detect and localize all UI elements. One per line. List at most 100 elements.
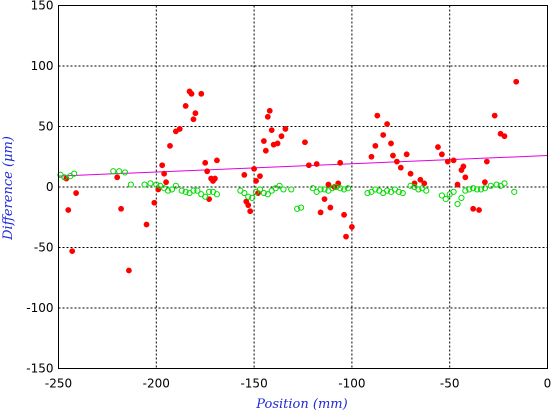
green-data-point bbox=[213, 191, 221, 198]
red-data-point bbox=[476, 207, 482, 213]
green-data-point bbox=[121, 169, 129, 176]
red-data-point bbox=[337, 159, 344, 166]
red-data-point bbox=[151, 199, 158, 206]
red-data-point bbox=[118, 205, 124, 212]
grid-lines bbox=[58, 5, 548, 369]
red-data-point bbox=[241, 171, 248, 178]
red-data-point bbox=[390, 152, 396, 159]
y-tick-label: 50 bbox=[38, 120, 53, 134]
y-tick-label: 100 bbox=[31, 59, 54, 73]
red-data-point bbox=[302, 139, 308, 146]
red-data-point bbox=[501, 133, 508, 140]
fit-line-layer bbox=[58, 155, 548, 177]
red-data-point bbox=[305, 162, 312, 169]
red-data-point bbox=[212, 175, 218, 182]
red-data-point bbox=[317, 209, 324, 216]
red-data-point bbox=[513, 78, 520, 85]
green-data-point bbox=[442, 196, 449, 203]
red-data-point bbox=[470, 205, 477, 212]
red-data-point bbox=[167, 142, 173, 149]
red-data-point bbox=[397, 164, 404, 171]
x-tick-label: 0 bbox=[544, 377, 552, 391]
green-data-point bbox=[172, 182, 179, 189]
red-data-point bbox=[407, 170, 414, 177]
green-data-point bbox=[116, 168, 123, 175]
green-data-point bbox=[317, 186, 324, 193]
x-axis-title: Position (mm) bbox=[255, 397, 347, 412]
red-filled-series bbox=[63, 78, 520, 274]
red-data-point bbox=[257, 173, 263, 180]
green-data-point bbox=[477, 186, 485, 193]
y-tick-label: 0 bbox=[46, 180, 54, 194]
green-data-point bbox=[297, 204, 305, 211]
red-data-point bbox=[438, 151, 445, 158]
red-data-point bbox=[214, 157, 220, 164]
red-data-point bbox=[69, 248, 76, 255]
green-data-point bbox=[280, 186, 287, 193]
red-data-point bbox=[454, 181, 461, 188]
green-data-point bbox=[372, 186, 379, 193]
green-data-point bbox=[450, 188, 457, 195]
green-data-point bbox=[340, 186, 348, 193]
green-data-point bbox=[168, 186, 176, 193]
green-data-point bbox=[260, 189, 267, 197]
green-data-point bbox=[337, 185, 344, 192]
x-tick-labels: -250 -200 -150 -100 -50 0 bbox=[45, 377, 551, 391]
red-data-point bbox=[198, 90, 205, 97]
green-data-point bbox=[182, 188, 189, 195]
red-data-point bbox=[444, 158, 451, 165]
green-data-point bbox=[256, 186, 264, 193]
green-data-point bbox=[384, 187, 391, 194]
red-data-point bbox=[204, 168, 211, 175]
red-data-point bbox=[114, 174, 121, 181]
green-data-point bbox=[344, 185, 352, 192]
red-data-point bbox=[384, 121, 391, 127]
red-data-point bbox=[251, 165, 257, 172]
red-data-point bbox=[143, 221, 150, 228]
green-data-point bbox=[395, 188, 402, 195]
green-data-point bbox=[364, 189, 371, 197]
red-data-point bbox=[343, 233, 349, 240]
red-data-point bbox=[417, 176, 424, 183]
red-data-point bbox=[161, 170, 168, 177]
y-tick-labels: -150 -100 -50 0 50 100 150 bbox=[26, 0, 53, 376]
green-data-point bbox=[190, 187, 197, 194]
green-data-point bbox=[466, 186, 473, 193]
red-data-point bbox=[126, 267, 132, 274]
red-data-point bbox=[268, 127, 275, 134]
red-data-point bbox=[192, 110, 199, 117]
red-data-point bbox=[202, 159, 209, 166]
green-data-point bbox=[141, 181, 148, 188]
green-data-point bbox=[321, 186, 328, 193]
green-data-point bbox=[288, 186, 295, 193]
green-data-point bbox=[501, 180, 508, 187]
plot-frame bbox=[58, 5, 548, 369]
red-data-point bbox=[282, 126, 289, 132]
red-data-point bbox=[341, 211, 347, 218]
green-data-point bbox=[110, 168, 117, 175]
green-data-point bbox=[470, 185, 477, 192]
green-data-point bbox=[249, 194, 256, 201]
green-data-point bbox=[493, 181, 500, 188]
x-tick-label: -50 bbox=[440, 377, 460, 391]
red-data-point bbox=[262, 147, 269, 154]
red-data-point bbox=[403, 151, 410, 158]
red-data-point bbox=[247, 208, 254, 215]
red-data-point bbox=[380, 132, 387, 138]
red-data-point bbox=[483, 158, 490, 165]
red-data-point bbox=[65, 207, 72, 213]
red-data-point bbox=[321, 196, 328, 202]
green-data-point bbox=[71, 170, 78, 177]
green-data-point bbox=[309, 185, 316, 192]
green-data-point bbox=[458, 194, 465, 201]
red-data-point bbox=[491, 112, 498, 119]
green-data-point bbox=[454, 200, 461, 208]
red-data-point bbox=[245, 202, 252, 209]
green-data-point bbox=[153, 181, 160, 188]
green-open-series bbox=[57, 168, 518, 212]
red-data-point bbox=[264, 113, 271, 120]
red-data-point bbox=[253, 178, 259, 184]
red-data-point bbox=[348, 224, 355, 230]
green-data-point bbox=[333, 183, 340, 191]
